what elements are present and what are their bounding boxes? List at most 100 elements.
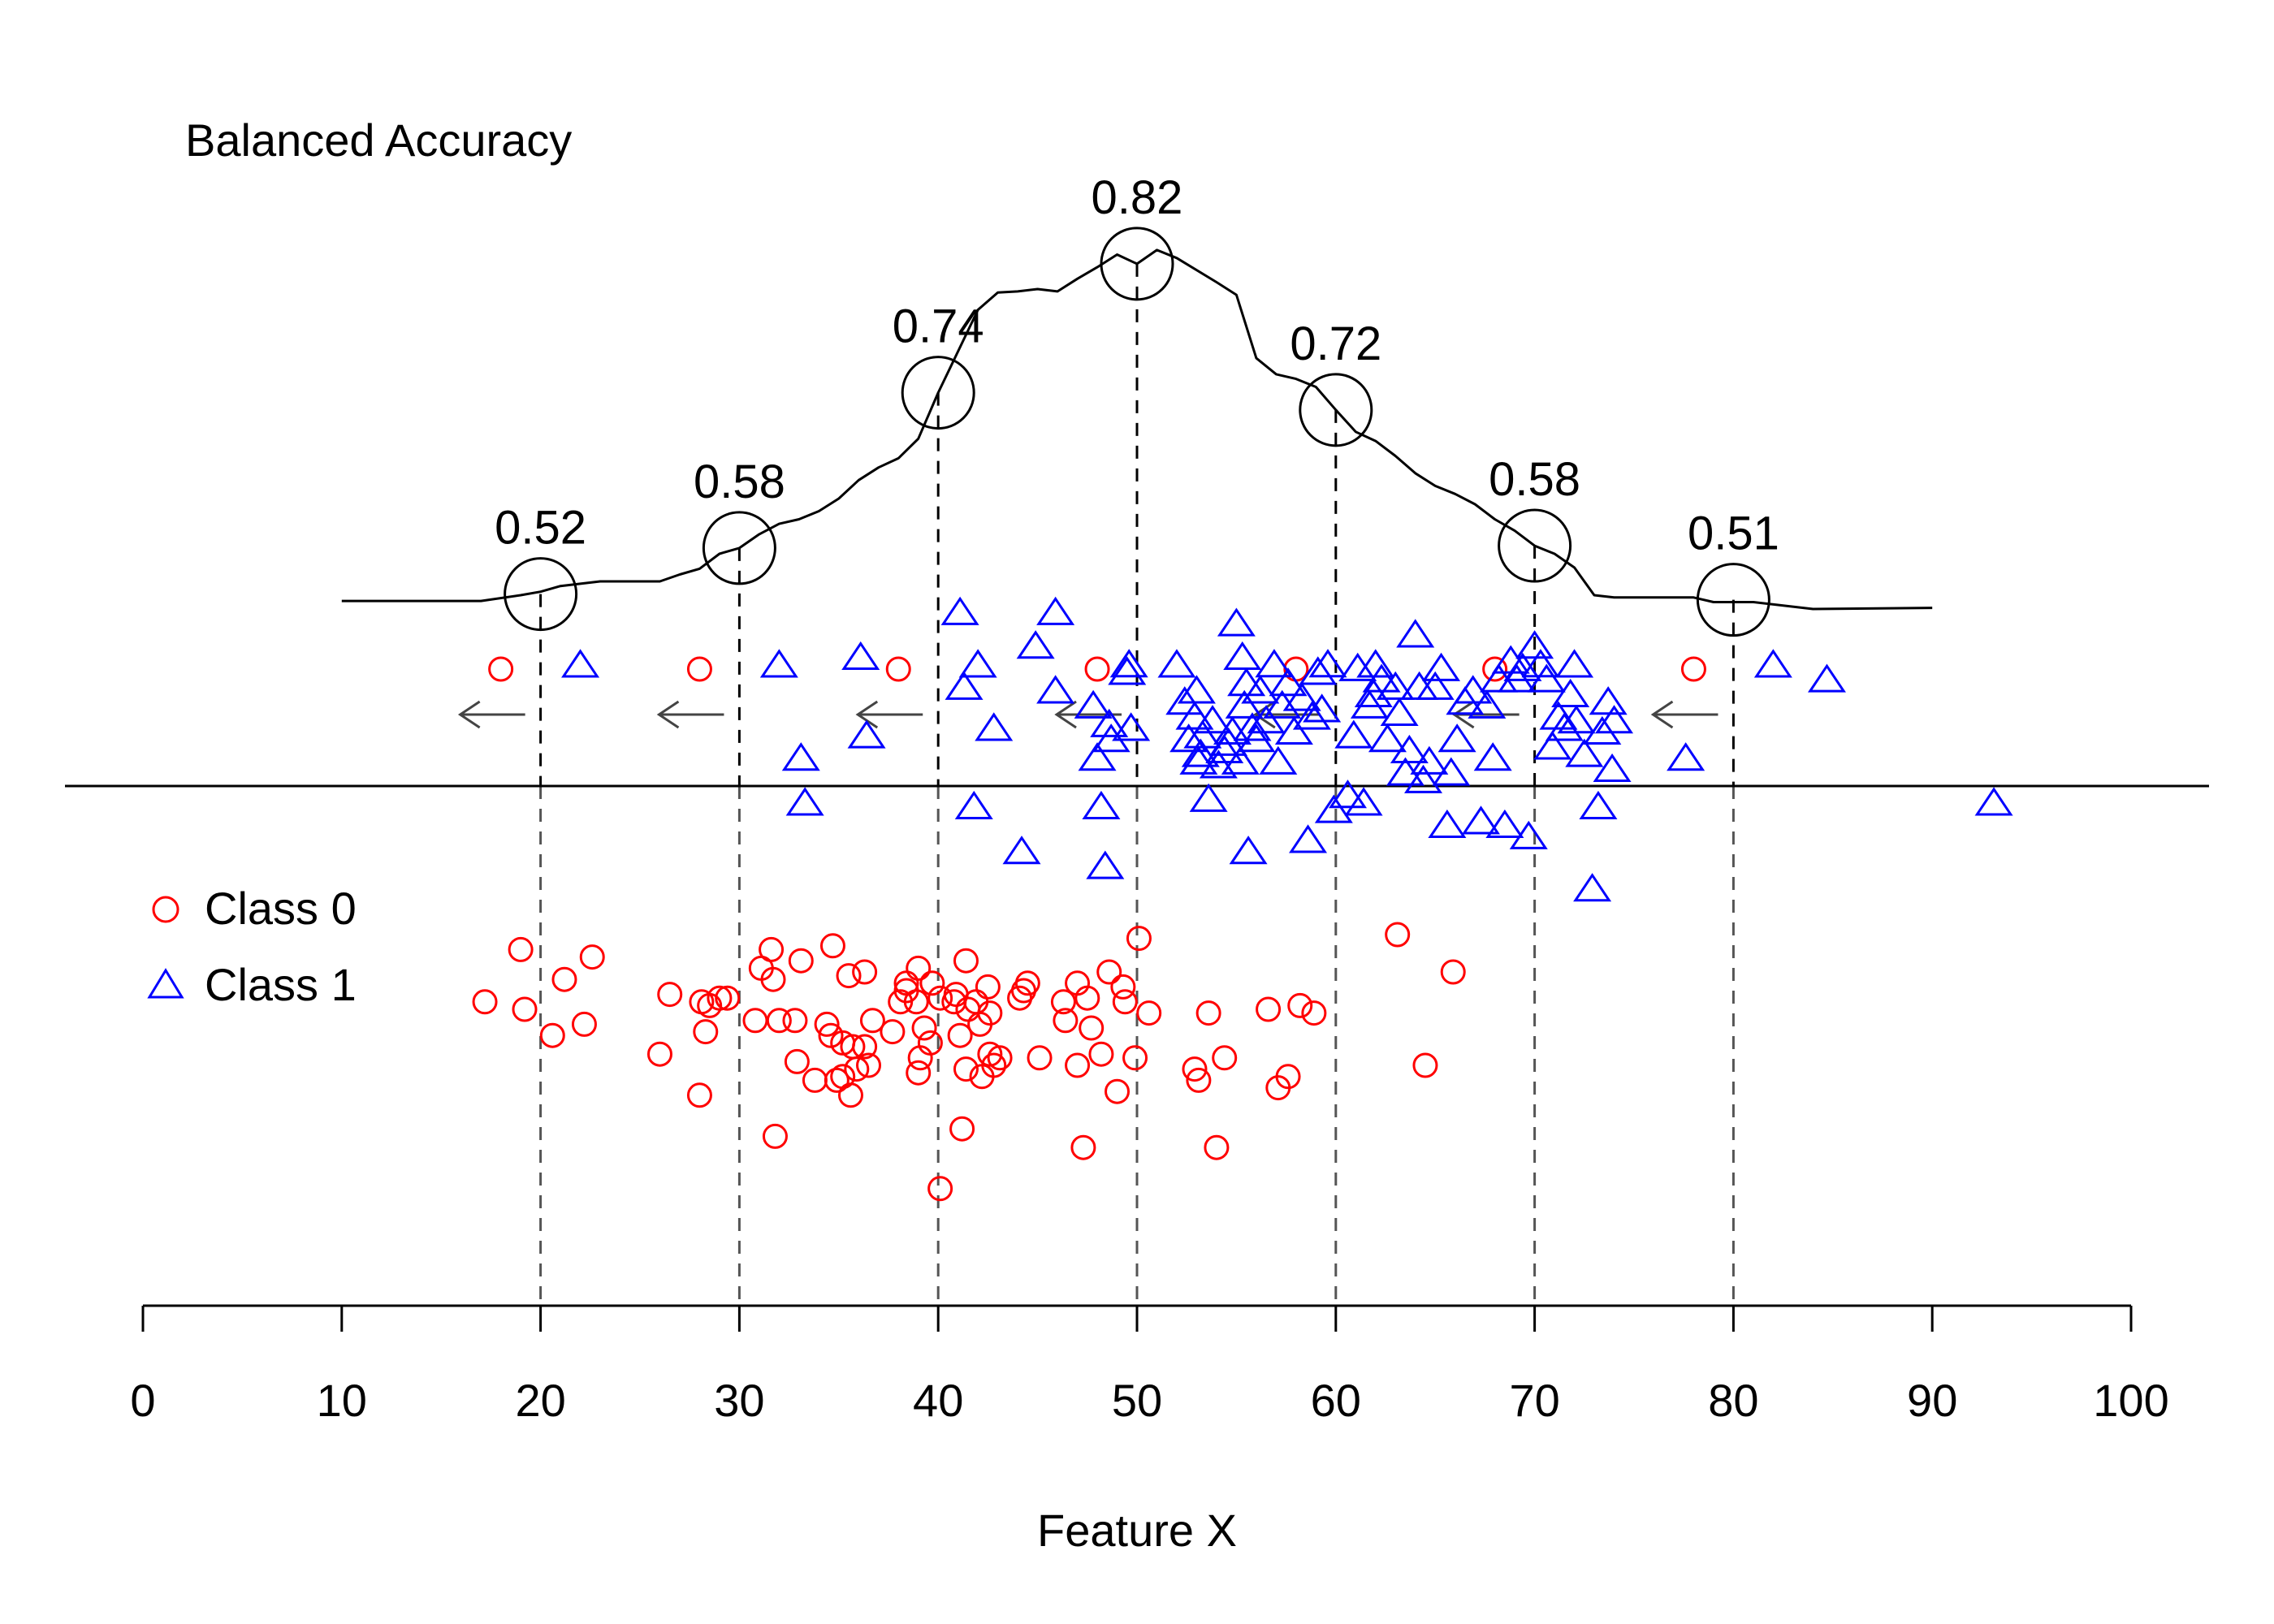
threshold-value-label: 0.58 bbox=[1489, 453, 1580, 506]
left-arrow-head bbox=[457, 700, 481, 729]
class-1-point bbox=[1255, 649, 1294, 678]
class-0-point bbox=[1275, 1064, 1301, 1090]
class-1-point bbox=[1092, 723, 1131, 753]
class-1-point bbox=[1589, 686, 1628, 715]
class-1-point bbox=[1263, 689, 1302, 719]
class-1-marker bbox=[1753, 649, 1792, 678]
class-0-point bbox=[859, 1008, 885, 1034]
class-1-point bbox=[1002, 836, 1041, 865]
class-1-point bbox=[1390, 734, 1429, 764]
class-0-point bbox=[1050, 989, 1076, 1015]
class-0-point bbox=[707, 985, 733, 1011]
class-0-point bbox=[1440, 959, 1466, 985]
class-0-point bbox=[1088, 1041, 1114, 1067]
class-1-point bbox=[1362, 663, 1401, 693]
legend-label-class-0: Class 0 bbox=[205, 883, 357, 934]
class-0-point bbox=[539, 1022, 565, 1048]
class-1-marker bbox=[1157, 649, 1196, 678]
accuracy-curve bbox=[341, 248, 1933, 611]
class-0-point bbox=[1204, 1134, 1230, 1160]
threshold-circle bbox=[1696, 563, 1770, 637]
class-0-marker bbox=[1482, 656, 1508, 682]
accuracy-curve-group bbox=[341, 248, 1933, 611]
threshold-value-label: 0.58 bbox=[694, 456, 785, 508]
legend-label-class-1: Class 1 bbox=[205, 959, 357, 1010]
class-1-point bbox=[1583, 715, 1622, 745]
x-tick-label: 90 bbox=[1907, 1375, 1957, 1426]
class-0-point bbox=[1412, 1052, 1438, 1078]
class-1-point bbox=[1247, 705, 1286, 734]
accuracy-panel-label: Balanced Accuracy bbox=[185, 114, 572, 166]
class-1-point bbox=[1380, 697, 1419, 727]
class-1-point bbox=[1509, 820, 1548, 849]
legend: Class 0 Class 1 bbox=[147, 883, 357, 1010]
class-1-point bbox=[1396, 619, 1435, 648]
class-0-point bbox=[903, 989, 929, 1015]
class-0-point bbox=[551, 966, 577, 992]
x-tick-label: 100 bbox=[2093, 1375, 2168, 1426]
class-1-point bbox=[1422, 652, 1461, 681]
class-1-point bbox=[1595, 705, 1634, 734]
class-1-point bbox=[1233, 712, 1272, 741]
class-0-point bbox=[1065, 1052, 1091, 1078]
class-0-point bbox=[1070, 1134, 1096, 1160]
left-arrow-head bbox=[855, 700, 879, 729]
class-1-point bbox=[1303, 693, 1342, 723]
class-0-point bbox=[715, 985, 741, 1011]
left-arrow-head bbox=[1253, 700, 1276, 729]
class-0-point bbox=[906, 955, 932, 981]
class-1-point bbox=[1112, 712, 1151, 741]
threshold-circle bbox=[702, 511, 776, 585]
x-axis-title: Feature X bbox=[1037, 1505, 1237, 1556]
threshold-dashed-lines bbox=[539, 263, 1735, 1306]
class-0-point bbox=[579, 944, 605, 970]
x-tick-label: 20 bbox=[515, 1375, 565, 1426]
class-0-point bbox=[1195, 1000, 1221, 1026]
class-1-marker bbox=[1555, 649, 1594, 678]
class-1-point bbox=[1241, 675, 1280, 704]
x-axis: 0 10 20 30 40 50 60 70 80 90 100 bbox=[130, 1304, 2169, 1426]
class-0-point bbox=[782, 1008, 808, 1034]
class-1-point bbox=[1225, 689, 1264, 719]
class-0-point bbox=[1385, 922, 1411, 948]
class-1-point bbox=[1036, 596, 1075, 625]
class-0-point bbox=[788, 948, 814, 974]
class-1-point bbox=[1227, 667, 1266, 697]
class-1-point bbox=[1498, 663, 1537, 693]
class-0-point bbox=[1110, 974, 1136, 1000]
class-1-marker bbox=[759, 649, 798, 678]
class-0-point bbox=[927, 985, 953, 1011]
class-0-point bbox=[953, 948, 979, 974]
class-0-point bbox=[852, 959, 878, 985]
class-1-point bbox=[1292, 701, 1331, 730]
class-0-point bbox=[844, 1056, 870, 1082]
class-0-point bbox=[1186, 1067, 1212, 1093]
class-1-point bbox=[1368, 723, 1407, 753]
scatter-points bbox=[472, 596, 2013, 1202]
class-0-point bbox=[975, 974, 1001, 1000]
class-0-marker bbox=[1084, 656, 1110, 682]
class-1-point bbox=[1199, 749, 1238, 779]
x-tick-label: 10 bbox=[317, 1375, 367, 1426]
class-1-point bbox=[1165, 686, 1204, 715]
class-1-point bbox=[1183, 719, 1222, 749]
class-1-point bbox=[1016, 630, 1055, 659]
threshold-value-label: 0.72 bbox=[1290, 317, 1381, 370]
class-1-point bbox=[1229, 836, 1268, 865]
class-1-point bbox=[1593, 753, 1632, 783]
class-1-point bbox=[1223, 641, 1262, 671]
class-1-point bbox=[847, 719, 886, 749]
x-tick-label: 30 bbox=[714, 1375, 764, 1426]
class-1-point bbox=[1350, 689, 1389, 719]
class-1-point bbox=[1179, 745, 1218, 775]
class-1-point bbox=[1193, 705, 1232, 734]
class-0-point bbox=[1027, 1045, 1053, 1071]
class-1-point bbox=[781, 742, 820, 771]
class-0-point bbox=[814, 1011, 840, 1037]
class-1-point bbox=[1565, 738, 1604, 767]
class-1-point bbox=[1344, 787, 1383, 816]
left-arrow-head bbox=[1650, 700, 1674, 729]
x-tick-label: 50 bbox=[1112, 1375, 1162, 1426]
class-1-point bbox=[1338, 652, 1377, 681]
legend-triangle-icon bbox=[147, 968, 184, 999]
